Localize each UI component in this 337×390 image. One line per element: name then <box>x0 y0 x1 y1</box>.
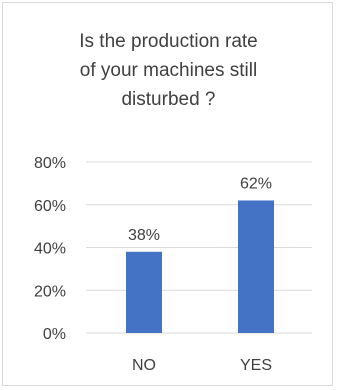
chart-title-line-2: of your machines still <box>79 60 258 81</box>
data-label-no: 38% <box>128 227 160 244</box>
y-tick-label-60: 60% <box>34 198 66 215</box>
y-tick-label-0: 0% <box>43 326 66 343</box>
chart-frame <box>2 2 333 386</box>
bar-no <box>126 251 162 333</box>
bar-yes <box>238 200 274 333</box>
data-label-yes: 62% <box>240 175 272 192</box>
chart-title-line-3: disturbed ? <box>121 89 216 110</box>
chart-title: Is the production rate of your machines … <box>3 27 334 114</box>
y-tick-label-80: 80% <box>34 155 66 172</box>
y-tick-label-40: 40% <box>34 241 66 258</box>
y-tick-label-20: 20% <box>34 283 66 300</box>
x-category-label-yes: YES <box>240 357 272 374</box>
x-category-label-no: NO <box>132 357 156 374</box>
chart-title-line-1: Is the production rate <box>79 31 258 52</box>
